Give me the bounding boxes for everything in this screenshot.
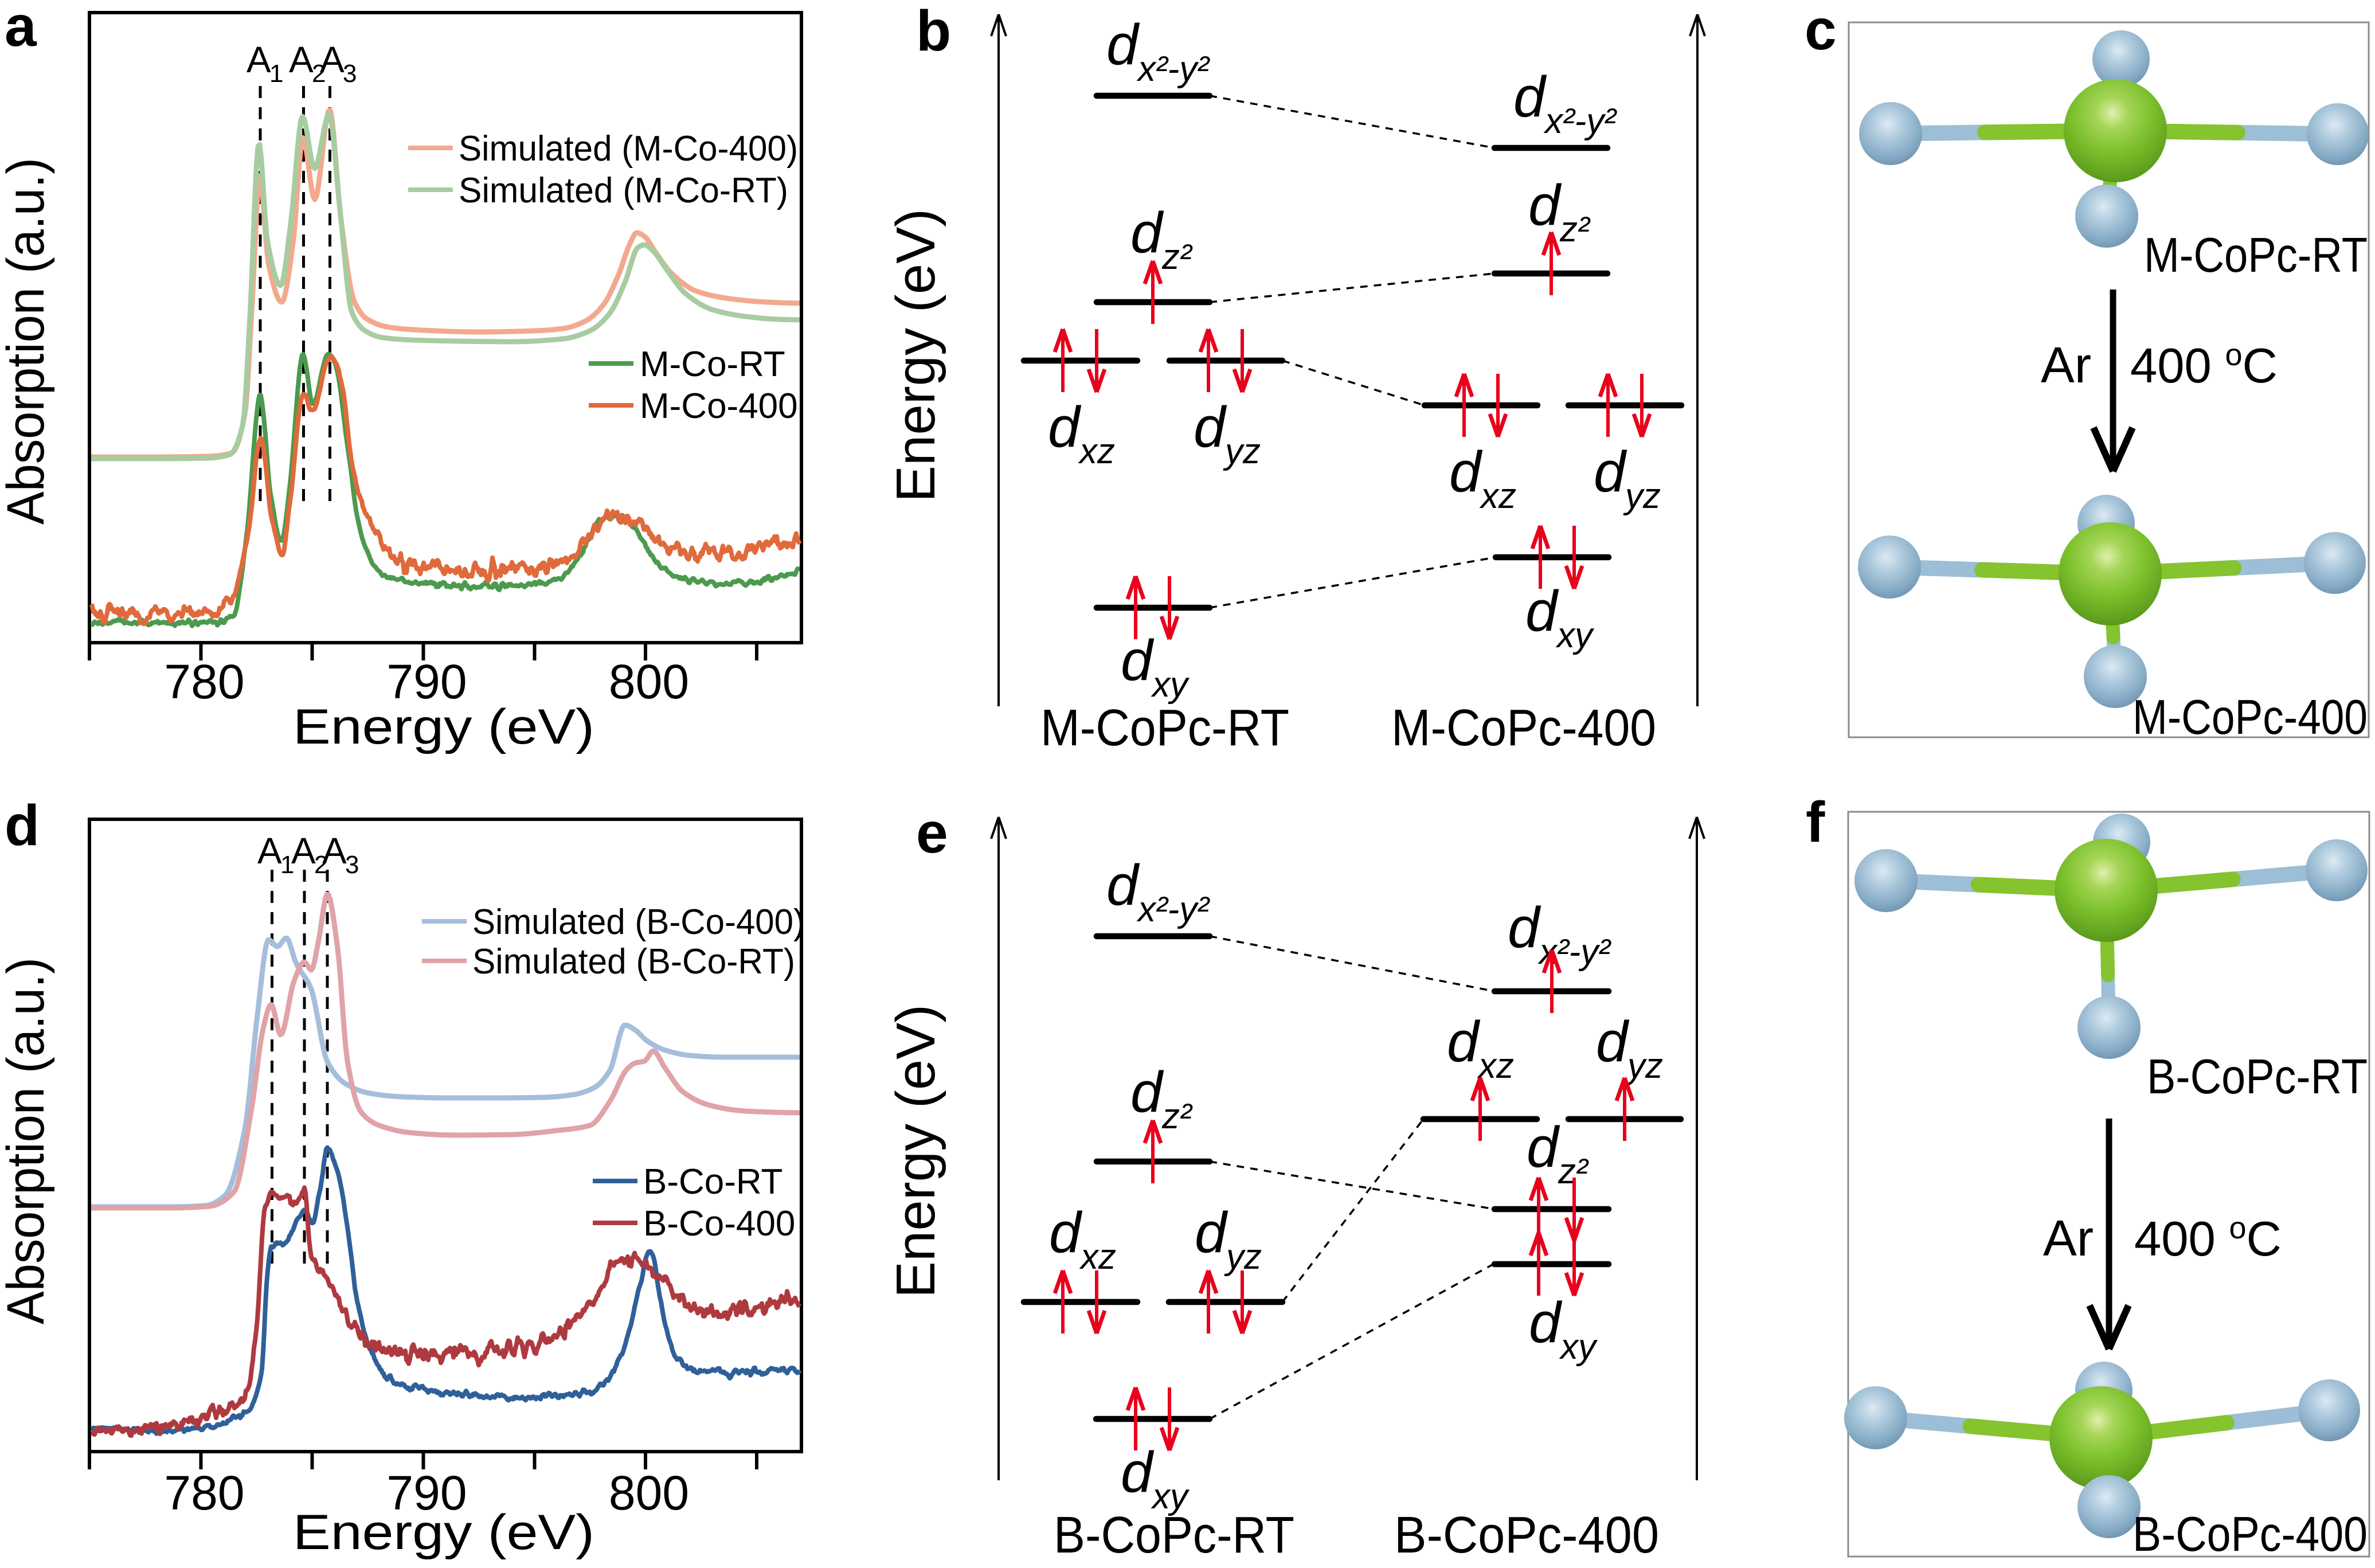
svg-text:d: d <box>1195 1201 1228 1265</box>
svg-text:M-CoPc-RT: M-CoPc-RT <box>2144 228 2368 283</box>
svg-text:800: 800 <box>609 655 689 709</box>
svg-text:x²-y²: x²-y² <box>1543 101 1617 141</box>
svg-text:d: d <box>1508 896 1541 960</box>
svg-text:x²-y²: x²-y² <box>1136 49 1210 89</box>
svg-text:2: 2 <box>314 851 328 879</box>
svg-text:d: d <box>1121 1440 1155 1504</box>
svg-text:xz: xz <box>1078 432 1115 471</box>
svg-text:790: 790 <box>386 1466 467 1520</box>
svg-text:Simulated (M-Co-400): Simulated (M-Co-400) <box>459 129 798 169</box>
svg-text:xy: xy <box>1151 1477 1190 1516</box>
svg-text:xy: xy <box>1151 665 1190 705</box>
svg-text:A: A <box>289 39 314 80</box>
svg-text:d: d <box>1447 1010 1481 1074</box>
svg-text:Absorption (a.u.): Absorption (a.u.) <box>0 158 55 525</box>
svg-text:d: d <box>1513 65 1547 129</box>
svg-text:3: 3 <box>345 851 359 879</box>
svg-text:d: d <box>1194 395 1227 459</box>
svg-text:Simulated (B-Co-400): Simulated (B-Co-400) <box>472 902 805 942</box>
svg-text:d: d <box>1130 201 1164 265</box>
svg-text:yz: yz <box>1625 1046 1663 1086</box>
svg-text:a: a <box>5 0 37 58</box>
svg-text:A: A <box>247 39 271 80</box>
svg-text:d: d <box>1596 1010 1630 1074</box>
svg-text:f: f <box>1806 790 1825 854</box>
svg-text:780: 780 <box>164 655 244 709</box>
svg-text:z²: z² <box>1161 237 1193 277</box>
svg-text:d: d <box>1130 1060 1164 1124</box>
svg-text:d: d <box>1529 1291 1563 1355</box>
svg-text:xy: xy <box>1555 616 1595 655</box>
svg-text:xy: xy <box>1559 1327 1598 1367</box>
svg-text:yz: yz <box>1224 1237 1262 1277</box>
svg-text:d: d <box>1528 173 1562 237</box>
svg-text:B-CoPc-RT: B-CoPc-RT <box>2147 1050 2368 1104</box>
svg-text:A: A <box>257 830 282 871</box>
svg-text:B-CoPc-400: B-CoPc-400 <box>2133 1507 2368 1562</box>
svg-text:Energy (eV): Energy (eV) <box>885 209 946 502</box>
svg-text:M-CoPc-RT: M-CoPc-RT <box>1040 699 1289 757</box>
svg-text:M-Co-400: M-Co-400 <box>640 386 798 426</box>
svg-text:x²-y²: x²-y² <box>1136 890 1210 929</box>
svg-text:d: d <box>1594 440 1627 504</box>
svg-text:yz: yz <box>1623 476 1661 516</box>
svg-text:Ar: Ar <box>2043 1210 2094 1266</box>
svg-text:c: c <box>1805 0 1837 62</box>
svg-text:B-Co-400: B-Co-400 <box>643 1204 795 1244</box>
svg-text:B-Co-RT: B-Co-RT <box>643 1162 782 1202</box>
svg-text:x²-y²: x²-y² <box>1537 932 1611 972</box>
svg-text:z²: z² <box>1559 210 1591 249</box>
svg-text:B-CoPc-400: B-CoPc-400 <box>1394 1507 1659 1564</box>
svg-text:d: d <box>1049 1201 1083 1265</box>
svg-text:Simulated (B-Co-RT): Simulated (B-Co-RT) <box>472 942 795 982</box>
svg-text:d: d <box>1449 440 1483 504</box>
svg-text:M-Co-RT: M-Co-RT <box>640 345 785 384</box>
svg-text:800: 800 <box>609 1466 689 1520</box>
svg-text:z²: z² <box>1161 1097 1193 1136</box>
svg-text:e: e <box>916 801 948 865</box>
svg-text:M-CoPc-400: M-CoPc-400 <box>1391 699 1656 757</box>
svg-text:400 oC: 400 oC <box>2130 338 2278 393</box>
svg-text:xz: xz <box>1477 1046 1514 1086</box>
svg-text:B-CoPc-RT: B-CoPc-RT <box>1054 1507 1294 1564</box>
svg-text:d: d <box>1106 853 1140 917</box>
svg-text:d: d <box>1525 579 1559 643</box>
svg-text:xz: xz <box>1079 1237 1116 1277</box>
svg-text:1: 1 <box>280 851 294 879</box>
svg-text:M-CoPc-400: M-CoPc-400 <box>2133 690 2368 745</box>
svg-text:Energy (eV): Energy (eV) <box>885 1004 946 1298</box>
svg-text:Energy (eV): Energy (eV) <box>293 1505 594 1560</box>
svg-text:d: d <box>1048 395 1082 459</box>
svg-text:yz: yz <box>1223 432 1261 471</box>
svg-text:d: d <box>1106 13 1140 77</box>
svg-text:d: d <box>1527 1115 1560 1179</box>
svg-text:2: 2 <box>312 60 326 88</box>
svg-text:780: 780 <box>164 1466 244 1520</box>
svg-text:b: b <box>916 0 951 63</box>
svg-text:Energy (eV): Energy (eV) <box>293 699 594 754</box>
svg-text:Ar: Ar <box>2041 337 2091 393</box>
svg-text:xz: xz <box>1479 476 1516 516</box>
svg-text:3: 3 <box>343 60 357 88</box>
svg-text:790: 790 <box>386 655 467 709</box>
svg-text:A: A <box>320 39 345 80</box>
svg-text:d: d <box>1121 628 1155 693</box>
svg-text:400 oC: 400 oC <box>2134 1211 2282 1266</box>
svg-text:d: d <box>5 793 40 858</box>
svg-text:A: A <box>291 830 316 871</box>
svg-text:Simulated (M-Co-RT): Simulated (M-Co-RT) <box>459 171 788 210</box>
svg-text:A: A <box>322 830 347 871</box>
svg-text:Absorption (a.u.): Absorption (a.u.) <box>0 957 55 1324</box>
svg-text:1: 1 <box>269 60 283 88</box>
